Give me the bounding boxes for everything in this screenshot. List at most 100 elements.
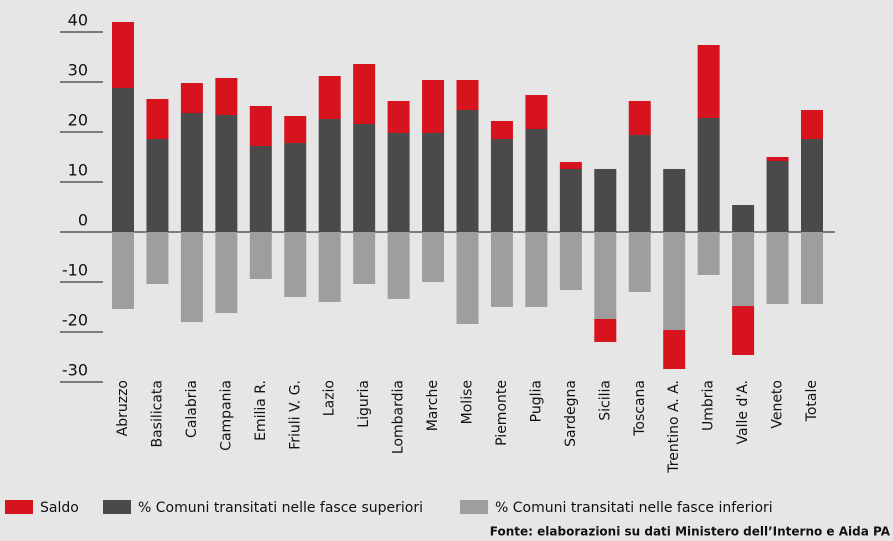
bar-segment: [353, 64, 376, 124]
x-tick-label: Trentino A. A.: [666, 380, 682, 474]
x-tick-label: Abruzzo: [115, 380, 131, 436]
bar-segment: [628, 232, 651, 292]
bar-segment: [387, 133, 410, 232]
bar-segment: [318, 76, 341, 119]
y-tick-label: 30: [68, 61, 88, 80]
bar-segment: [594, 232, 617, 319]
bar-segment: [180, 113, 203, 232]
bar-segment: [318, 119, 341, 232]
x-tick-label: Marche: [425, 380, 441, 431]
y-tick-label: 40: [68, 11, 88, 30]
bar-segment: [732, 205, 755, 232]
bar-segment: [594, 169, 617, 232]
bar-segment: [284, 232, 307, 297]
bar-segment: [318, 232, 341, 302]
x-tick-label: Basilicata: [149, 380, 165, 448]
bar-segment: [146, 139, 169, 232]
bar-segment: [215, 232, 238, 313]
source-note: Fonte: elaborazioni su dati Ministero de…: [490, 525, 891, 539]
bar-segment: [490, 121, 513, 139]
bar-segment: [525, 95, 548, 129]
bar-segment: [663, 330, 686, 369]
bar-segment: [559, 162, 582, 169]
bar-segment: [112, 232, 134, 309]
bar-segment: [766, 232, 789, 304]
bar-segment: [456, 80, 479, 110]
legend-swatch: [5, 500, 33, 514]
x-tick-label: Lombardia: [391, 380, 407, 454]
bar-segment: [628, 135, 651, 232]
bar-segment: [766, 157, 789, 161]
bar-segment: [387, 101, 410, 133]
bar-segment: [525, 232, 548, 307]
x-tick-label: Liguria: [356, 380, 372, 428]
y-tick-label: 0: [78, 211, 88, 230]
legend-swatch: [460, 500, 488, 514]
bar-segment: [559, 169, 582, 232]
x-tick-label: Valle d'A.: [735, 380, 751, 444]
bar-segment: [146, 99, 169, 139]
legend-label: % Comuni transitati nelle fasce superior…: [138, 500, 423, 516]
y-tick-label: 10: [68, 161, 88, 180]
y-tick-label: -10: [62, 261, 88, 280]
bar-segment: [490, 232, 513, 307]
x-tick-label: Friuli V. G.: [287, 380, 303, 450]
bar-segment: [284, 143, 307, 232]
x-tick-label: Molise: [460, 380, 476, 424]
bar-segment: [456, 232, 479, 324]
x-tick-label: Piemonte: [494, 380, 510, 446]
bar-segment: [697, 118, 720, 232]
bar-segment: [801, 232, 823, 304]
bar-segment: [249, 232, 272, 279]
bar-segment: [422, 232, 445, 282]
bar-segment: [180, 83, 203, 113]
bar-segment: [663, 169, 686, 232]
bar-segment: [353, 232, 376, 284]
legend-label: Saldo: [40, 500, 79, 516]
bar-segment: [422, 80, 445, 133]
bar-segment: [525, 129, 548, 232]
y-tick-label: -30: [62, 361, 88, 380]
bar-segment: [801, 139, 823, 232]
bar-segment: [422, 133, 445, 232]
bar-segment: [146, 232, 169, 284]
bar-segment: [594, 319, 617, 342]
bar-segment: [112, 22, 134, 88]
x-tick-label: Emilia R.: [253, 380, 269, 441]
bar-segment: [249, 146, 272, 232]
y-tick-label: -20: [62, 311, 88, 330]
legend-label: % Comuni transitati nelle fasce inferior…: [495, 500, 773, 516]
x-tick-label: Calabria: [184, 380, 200, 438]
bar-segment: [353, 124, 376, 232]
x-tick-label: Toscana: [632, 380, 648, 437]
x-tick-label: Lazio: [322, 380, 338, 416]
bar-segment: [732, 306, 755, 355]
bar-segment: [697, 232, 720, 275]
bar-segment: [112, 88, 134, 232]
bar-segment: [663, 232, 686, 330]
x-tick-label: Totale: [804, 380, 820, 422]
bar-segment: [249, 106, 272, 146]
bar-segment: [284, 116, 307, 143]
x-tick-label: Veneto: [770, 380, 786, 429]
bar-segment: [490, 139, 513, 232]
x-tick-label: Campania: [218, 380, 234, 451]
bar-segment: [559, 232, 582, 290]
bar-segment: [697, 45, 720, 118]
x-tick-label: Sardegna: [563, 380, 579, 447]
legend-swatch: [103, 500, 131, 514]
bar-segment: [801, 110, 823, 139]
bar-segment: [732, 232, 755, 306]
bar-segment: [387, 232, 410, 299]
x-tick-label: Umbria: [701, 380, 717, 431]
bar-segment: [215, 115, 238, 232]
x-tick-label: Sicilia: [597, 380, 613, 421]
bar-segment: [456, 110, 479, 232]
y-tick-label: 20: [68, 111, 88, 130]
bar-segment: [215, 78, 238, 115]
x-tick-label: Puglia: [528, 380, 544, 422]
bar-segment: [766, 161, 789, 232]
bar-segment: [628, 101, 651, 135]
bar-segment: [180, 232, 203, 322]
